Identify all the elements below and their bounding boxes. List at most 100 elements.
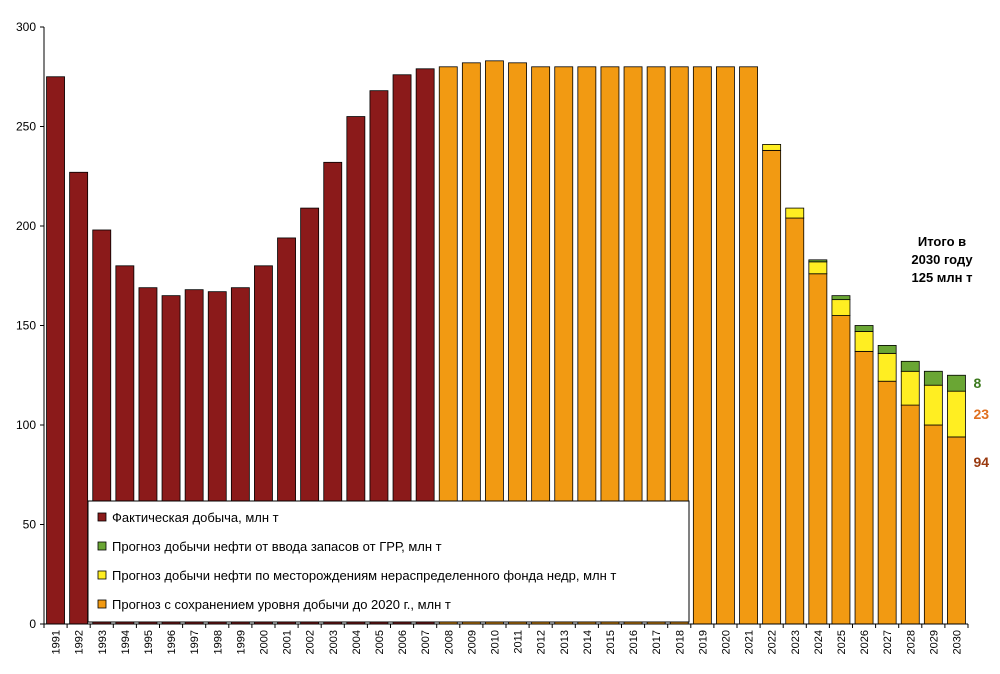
note-line-1: Итого в	[918, 234, 966, 249]
x-tick-label-2000: 2000	[258, 630, 270, 654]
x-tick-label-2011: 2011	[513, 630, 525, 654]
x-tick-label-2022: 2022	[767, 630, 779, 654]
x-tick-label-2024: 2024	[813, 630, 825, 654]
x-tick-label-2025: 2025	[836, 630, 848, 654]
x-axis-tick-labels: 1991 1992 1993 1994 1995 1996 1997 1998 1999 2000…	[51, 630, 964, 654]
legend-label-undistributed: Прогноз добычи нефти по месторождениям н…	[112, 568, 616, 583]
bar-base-2022	[762, 149, 782, 625]
bar-base-2019	[692, 66, 712, 625]
bar-undistributed-2024	[808, 261, 828, 275]
axes-group	[40, 26, 969, 628]
y-tick-label-200: 200	[16, 219, 36, 233]
end-value-labels: 8 23 94	[973, 375, 989, 470]
x-tick-label-1994: 1994	[120, 630, 132, 654]
bar-base-2027	[877, 380, 897, 625]
end-label-undistributed: 23	[973, 406, 989, 422]
bar-base-2030	[947, 436, 966, 625]
x-tick-label-1996: 1996	[166, 630, 178, 654]
legend-label-base: Прогноз с сохранением уровня добычи до 2…	[112, 597, 451, 612]
x-tick-label-2026: 2026	[859, 630, 871, 654]
bar-actual-1992	[69, 171, 89, 625]
x-tick-label-2014: 2014	[582, 630, 594, 654]
bar-undistributed-2023	[785, 207, 805, 219]
note-line-2: 2030 году	[911, 252, 973, 267]
bar-grr-2030	[947, 374, 966, 392]
x-tick-label-2003: 2003	[328, 630, 340, 654]
legend-box	[87, 500, 690, 623]
x-tick-label-1997: 1997	[189, 630, 201, 654]
x-tick-label-2012: 2012	[536, 630, 548, 654]
bar-grr-2024	[808, 259, 828, 263]
bar-base-2023	[785, 217, 805, 625]
x-tick-label-2005: 2005	[374, 630, 386, 654]
bars-group	[46, 60, 966, 625]
bar-grr-2029	[923, 370, 943, 386]
bar-grr-2025	[831, 295, 851, 301]
x-tick-label-2023: 2023	[790, 630, 802, 654]
bar-base-2025	[831, 315, 851, 625]
y-axis-tick-labels: 0 50 100 150 200 250 300	[16, 20, 36, 631]
legend-label-actual: Фактическая добыча, млн т	[112, 510, 279, 525]
bar-actual-1991	[46, 76, 65, 625]
bar-grr-2026	[854, 325, 874, 332]
bar-undistributed-2030	[947, 390, 966, 438]
x-tick-label-2021: 2021	[744, 630, 756, 654]
legend: Фактическая добыча, млн т Прогноз добычи …	[87, 500, 690, 623]
legend-swatch-actual	[97, 512, 107, 522]
x-tick-label-1995: 1995	[143, 630, 155, 654]
bar-base-2026	[854, 350, 874, 625]
bar-base-2020	[716, 66, 735, 625]
x-tick-label-1999: 1999	[235, 630, 247, 654]
x-tick-label-2028: 2028	[905, 630, 917, 654]
x-tick-label-1993: 1993	[97, 630, 109, 654]
x-tick-label-2002: 2002	[305, 630, 317, 654]
x-tick-label-2013: 2013	[559, 630, 571, 654]
x-tick-label-2017: 2017	[651, 630, 663, 654]
bar-undistributed-2027	[877, 352, 897, 382]
y-tick-label-250: 250	[16, 120, 36, 134]
x-tick-label-2030: 2030	[951, 630, 963, 654]
legend-label-grr: Прогноз добычи нефти от ввода запасов от…	[112, 539, 442, 554]
x-tick-label-1991: 1991	[51, 630, 63, 654]
y-tick-label-100: 100	[16, 418, 36, 432]
y-tick-label-0: 0	[29, 617, 36, 631]
y-tick-label-300: 300	[16, 20, 36, 34]
x-tick-label-1998: 1998	[212, 630, 224, 654]
bar-undistributed-2025	[831, 299, 851, 316]
x-tick-label-2029: 2029	[928, 630, 940, 654]
x-tick-label-2020: 2020	[720, 630, 732, 654]
bar-undistributed-2029	[923, 384, 943, 426]
x-tick-label-2006: 2006	[397, 630, 409, 654]
bar-base-2029	[923, 424, 943, 625]
x-tick-label-2010: 2010	[489, 630, 501, 654]
x-tick-label-2016: 2016	[628, 630, 640, 654]
x-tick-label-2009: 2009	[466, 630, 478, 654]
x-tick-label-1992: 1992	[74, 630, 86, 654]
y-tick-label-150: 150	[16, 319, 36, 333]
end-label-grr: 8	[973, 375, 981, 391]
x-tick-label-2008: 2008	[443, 630, 455, 654]
x-tick-label-2015: 2015	[605, 630, 617, 654]
bar-grr-2028	[900, 360, 920, 372]
legend-swatch-base	[97, 599, 107, 609]
x-tick-label-2018: 2018	[674, 630, 686, 654]
legend-swatch-undistributed	[97, 570, 107, 580]
x-tick-label-2007: 2007	[420, 630, 432, 654]
bar-undistributed-2026	[854, 331, 874, 352]
bar-base-2028	[900, 404, 920, 625]
bar-base-2024	[808, 273, 828, 625]
x-tick-label-2001: 2001	[282, 630, 294, 654]
bar-undistributed-2022	[762, 144, 782, 151]
legend-swatch-grr	[97, 541, 107, 551]
y-tick-label-50: 50	[23, 518, 37, 532]
note-line-3: 125 млн т	[911, 270, 972, 285]
end-label-base: 94	[973, 454, 989, 470]
x-tick-label-2004: 2004	[351, 630, 363, 654]
bar-grr-2027	[877, 344, 897, 354]
total-2030-note: Итого в 2030 году 125 млн т	[911, 234, 973, 285]
bar-undistributed-2028	[900, 370, 920, 406]
x-tick-label-2027: 2027	[882, 630, 894, 654]
bar-base-2021	[739, 66, 758, 625]
x-tick-label-2019: 2019	[697, 630, 709, 654]
